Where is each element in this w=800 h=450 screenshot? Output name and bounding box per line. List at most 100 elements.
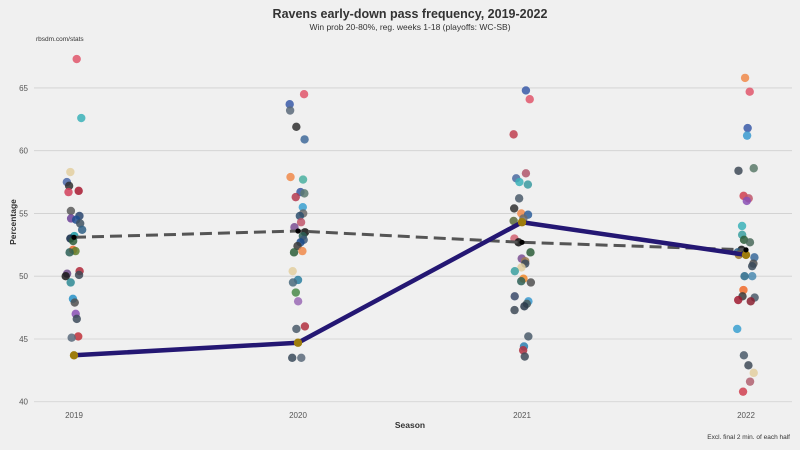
team-dot	[524, 332, 533, 341]
team-dot	[520, 302, 529, 311]
team-dot	[739, 285, 748, 295]
team-dot	[77, 225, 87, 234]
team-dot	[300, 189, 309, 198]
team-dot	[510, 305, 519, 315]
grid-lines	[34, 87, 792, 403]
x-tick-label: 2020	[289, 411, 307, 420]
league-average-line	[73, 229, 747, 252]
team-dot	[738, 387, 748, 396]
team-dot	[289, 248, 299, 257]
team-dot	[740, 73, 750, 83]
team-dot	[285, 100, 294, 109]
team-dot	[285, 106, 295, 115]
team-dot	[291, 192, 300, 202]
team-dot	[286, 172, 295, 182]
team-dot	[292, 324, 301, 334]
team-dot	[292, 122, 301, 132]
ravens-line	[73, 219, 747, 358]
y-tick-label: 55	[19, 209, 28, 218]
team-dot	[526, 248, 535, 257]
x-tick-label: 2022	[737, 411, 755, 420]
team-dot	[521, 169, 531, 178]
x-axis-title: Season	[395, 420, 425, 430]
team-dot	[64, 181, 74, 191]
team-dot	[520, 352, 529, 361]
team-dot	[66, 206, 76, 216]
ravens-point	[517, 218, 527, 227]
team-dot	[521, 86, 531, 95]
league-average-point	[743, 247, 749, 253]
team-dot	[288, 278, 298, 287]
team-dot	[745, 87, 754, 96]
x-tick-label: 2021	[513, 411, 531, 420]
team-dot	[733, 324, 742, 334]
team-dot	[737, 221, 747, 231]
chart-title: Ravens early-down pass frequency, 2019-2…	[273, 7, 548, 21]
team-dot	[517, 277, 526, 286]
team-dot	[742, 196, 751, 206]
team-dot	[295, 211, 305, 221]
team-dot	[734, 166, 743, 175]
team-dot	[518, 346, 528, 355]
y-tick-label: 45	[19, 335, 28, 344]
team-dot	[748, 272, 757, 281]
team-dot	[298, 202, 307, 212]
team-dot	[743, 123, 752, 133]
team-dot	[510, 266, 520, 276]
team-dot	[72, 314, 81, 324]
league-average-point	[519, 239, 525, 245]
x-tick-label: 2019	[65, 411, 83, 420]
team-dot	[515, 177, 524, 187]
y-axis-title: Percentage	[8, 199, 18, 245]
team-dot	[296, 218, 306, 227]
y-tick-label: 60	[19, 147, 28, 156]
ravens-point	[69, 351, 79, 360]
team-dot	[72, 54, 81, 64]
ravens-point	[293, 338, 303, 347]
team-dots	[61, 54, 759, 396]
team-dot	[745, 238, 755, 247]
team-dot	[288, 266, 297, 276]
team-dot	[65, 248, 74, 257]
y-tick-label: 65	[19, 84, 28, 93]
team-dot	[66, 278, 75, 287]
team-dot	[300, 135, 309, 144]
team-dot	[514, 194, 524, 203]
team-dot	[742, 131, 752, 140]
team-dot	[744, 361, 753, 370]
y-tick-label: 40	[19, 398, 28, 407]
team-dot	[287, 353, 297, 362]
ravens-point	[741, 250, 751, 260]
team-dot	[74, 270, 84, 280]
y-tick-label: 50	[19, 272, 28, 281]
team-dot	[300, 322, 310, 331]
chart-subtitle: Win prob 20-80%, reg. weeks 1-18 (playof…	[309, 22, 510, 32]
series-markers	[69, 218, 751, 360]
team-dot	[749, 164, 758, 173]
team-dot	[74, 186, 83, 196]
team-dot	[517, 263, 526, 272]
team-dot	[510, 292, 519, 301]
team-dot	[745, 377, 755, 386]
team-dot	[747, 261, 757, 271]
team-dot	[291, 288, 301, 297]
league-average-point	[295, 228, 301, 234]
team-dot	[746, 297, 755, 306]
team-dot	[66, 167, 75, 177]
team-dot	[297, 353, 306, 362]
team-dot	[739, 351, 749, 360]
team-dot	[77, 113, 86, 123]
team-dot	[293, 297, 303, 306]
team-dot	[67, 333, 76, 342]
team-dot	[74, 332, 83, 341]
y-tick-labels: 40 45 50 55 60 65	[19, 84, 28, 407]
team-dot	[298, 246, 307, 256]
chart-credit: rbsdm.com/stats	[36, 36, 84, 43]
team-dot	[509, 130, 518, 139]
team-dot	[509, 204, 519, 213]
team-dot	[523, 180, 533, 189]
team-dot	[733, 295, 743, 305]
team-dot	[299, 90, 309, 99]
team-dot	[749, 368, 758, 378]
team-dot	[740, 272, 749, 281]
